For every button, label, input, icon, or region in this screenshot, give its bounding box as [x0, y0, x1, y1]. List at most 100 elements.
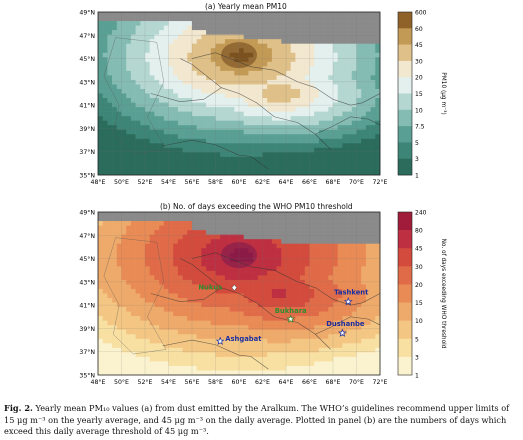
map-cell	[121, 12, 127, 17]
x-tick-label: 54°E	[161, 178, 176, 186]
map-cell	[163, 125, 169, 131]
map-cell	[159, 79, 165, 85]
map-cell	[370, 43, 376, 49]
map-cell	[168, 57, 174, 63]
map-cell	[365, 116, 371, 121]
map-cell	[328, 98, 334, 103]
map-cell	[347, 270, 353, 276]
map-cell	[130, 125, 136, 131]
map-cell	[243, 156, 249, 162]
map-cell	[182, 16, 188, 22]
map-cell	[337, 165, 343, 171]
map-cell	[135, 138, 141, 144]
map-cell	[290, 275, 296, 281]
map-cell	[168, 266, 174, 272]
map-cell	[154, 370, 160, 376]
map-cell	[102, 243, 108, 249]
map-cell	[177, 107, 183, 112]
map-cell	[300, 234, 306, 240]
map-cell	[149, 311, 155, 317]
map-cell	[159, 243, 165, 249]
map-cell	[234, 216, 240, 222]
map-cell	[318, 70, 324, 76]
map-cell	[239, 75, 244, 81]
map-cell	[323, 266, 329, 272]
map-cell	[201, 39, 207, 44]
map-cell	[187, 116, 193, 121]
map-cell	[121, 16, 127, 22]
map-cell	[234, 138, 240, 144]
map-cell	[328, 93, 334, 99]
map-cell	[328, 325, 334, 331]
map-cell	[351, 243, 357, 249]
map-cell	[328, 212, 334, 217]
map-cell	[267, 347, 273, 353]
x-tick-label: 58°E	[208, 178, 223, 186]
map-cell	[257, 21, 263, 26]
map-cell	[234, 316, 240, 321]
map-cell	[130, 88, 136, 94]
map-cell	[224, 370, 230, 376]
map-cell	[314, 225, 320, 231]
map-cell	[112, 288, 118, 294]
map-cell	[130, 230, 136, 235]
map-cell	[281, 107, 287, 112]
map-cell	[253, 212, 259, 217]
map-cell	[375, 34, 381, 40]
map-cell	[130, 352, 136, 358]
map-cell	[337, 261, 343, 267]
map-cell	[271, 343, 277, 349]
map-cell	[262, 338, 268, 344]
map-cell	[281, 30, 287, 35]
map-cell	[210, 275, 216, 281]
figure-panel-a: (a) Yearly mean PM10 49°N 47°N 45°N 43°N 41°…	[0, 0, 523, 192]
map-cell	[356, 52, 362, 58]
map-cell	[187, 361, 193, 367]
map-cell	[102, 334, 108, 340]
y-tick-label: 37°N	[79, 148, 95, 156]
map-cell	[370, 320, 376, 326]
map-cell	[187, 261, 193, 267]
map-cell	[206, 66, 212, 72]
map-cell	[130, 48, 136, 54]
map-cell	[295, 288, 301, 294]
map-cell	[271, 252, 277, 258]
map-cell	[323, 347, 329, 353]
map-cell	[337, 152, 343, 158]
map-cell	[276, 134, 282, 140]
map-cell	[276, 165, 282, 171]
map-cell	[163, 311, 169, 317]
map-cell	[112, 343, 118, 349]
map-cell	[177, 279, 183, 285]
map-cell	[187, 43, 193, 49]
map-cell	[220, 234, 226, 240]
map-cell	[102, 93, 108, 99]
map-cell	[253, 98, 259, 103]
map-cell	[220, 320, 226, 326]
map-cell	[342, 311, 348, 317]
map-cell	[314, 361, 320, 367]
map-cell	[98, 129, 103, 135]
map-cell	[318, 43, 324, 49]
map-cell	[276, 347, 282, 353]
map-cell	[351, 70, 357, 76]
map-cell	[243, 334, 249, 340]
map-cell	[112, 98, 118, 103]
map-cell	[351, 43, 357, 49]
map-cell	[351, 216, 357, 222]
map-cell	[116, 221, 122, 226]
map-cell	[112, 170, 118, 176]
map-cell	[102, 143, 108, 149]
map-cell	[286, 370, 291, 376]
map-cell	[182, 156, 188, 162]
map-cell	[295, 243, 301, 249]
map-cell	[337, 257, 343, 263]
map-cell	[290, 338, 296, 344]
map-cell	[304, 138, 310, 144]
map-cell	[286, 248, 291, 254]
map-cell	[365, 61, 371, 67]
map-cell	[140, 370, 146, 376]
map-cell	[159, 39, 165, 44]
map-cell	[163, 43, 169, 49]
map-cell	[300, 221, 306, 226]
